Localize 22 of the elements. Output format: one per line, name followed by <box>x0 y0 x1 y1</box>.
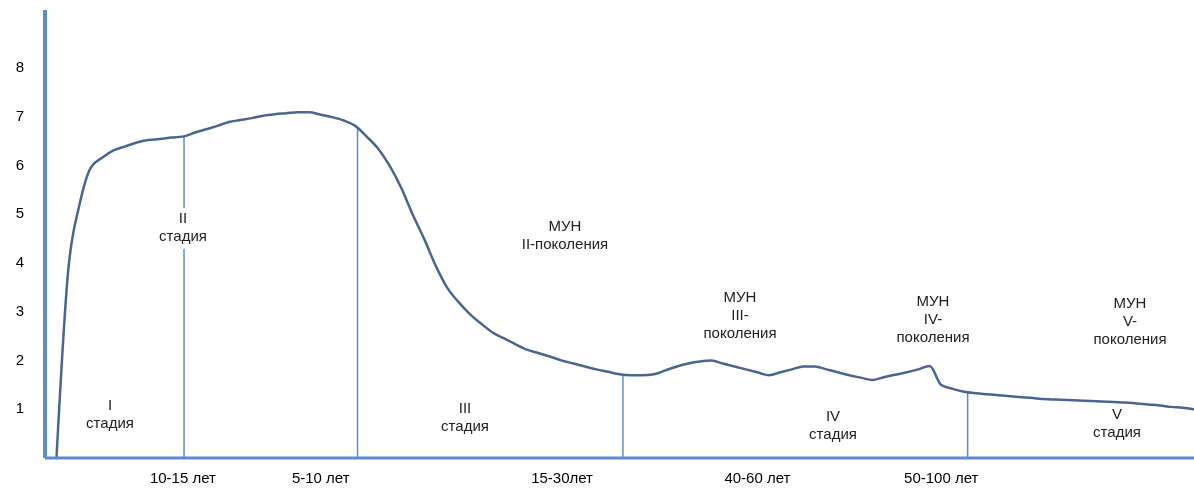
x-tick-label: 15-30лет <box>531 468 594 486</box>
annotation: МУН V- поколения <box>1093 293 1167 347</box>
y-tick-label: 3 <box>15 301 25 319</box>
y-tick-label: 7 <box>15 107 25 125</box>
line-series <box>55 111 1194 460</box>
annotation: МУН III- поколения <box>703 287 777 341</box>
annotation: МУН IV- поколения <box>896 291 970 345</box>
y-tick-label: 2 <box>15 350 25 368</box>
x-tick-label: 10-15 лет <box>149 468 217 486</box>
y-tick-label: 5 <box>15 204 25 222</box>
y-tick-label: 8 <box>15 58 25 76</box>
annotation: III стадия <box>441 398 489 434</box>
x-tick-label: 50-100 лет <box>904 468 979 486</box>
x-tick-label: 5-10 лет <box>291 468 350 486</box>
annotation: IV стадия <box>809 406 857 442</box>
y-tick-label: 6 <box>15 155 25 173</box>
x-tick-label: 40-60 лет <box>724 468 791 486</box>
annotation: I стадия <box>86 395 134 431</box>
annotation: V стадия <box>1093 404 1141 440</box>
annotation: МУН II-поколения <box>521 216 609 252</box>
y-tick-label: 1 <box>15 399 25 417</box>
y-tick-label: 4 <box>15 253 25 271</box>
